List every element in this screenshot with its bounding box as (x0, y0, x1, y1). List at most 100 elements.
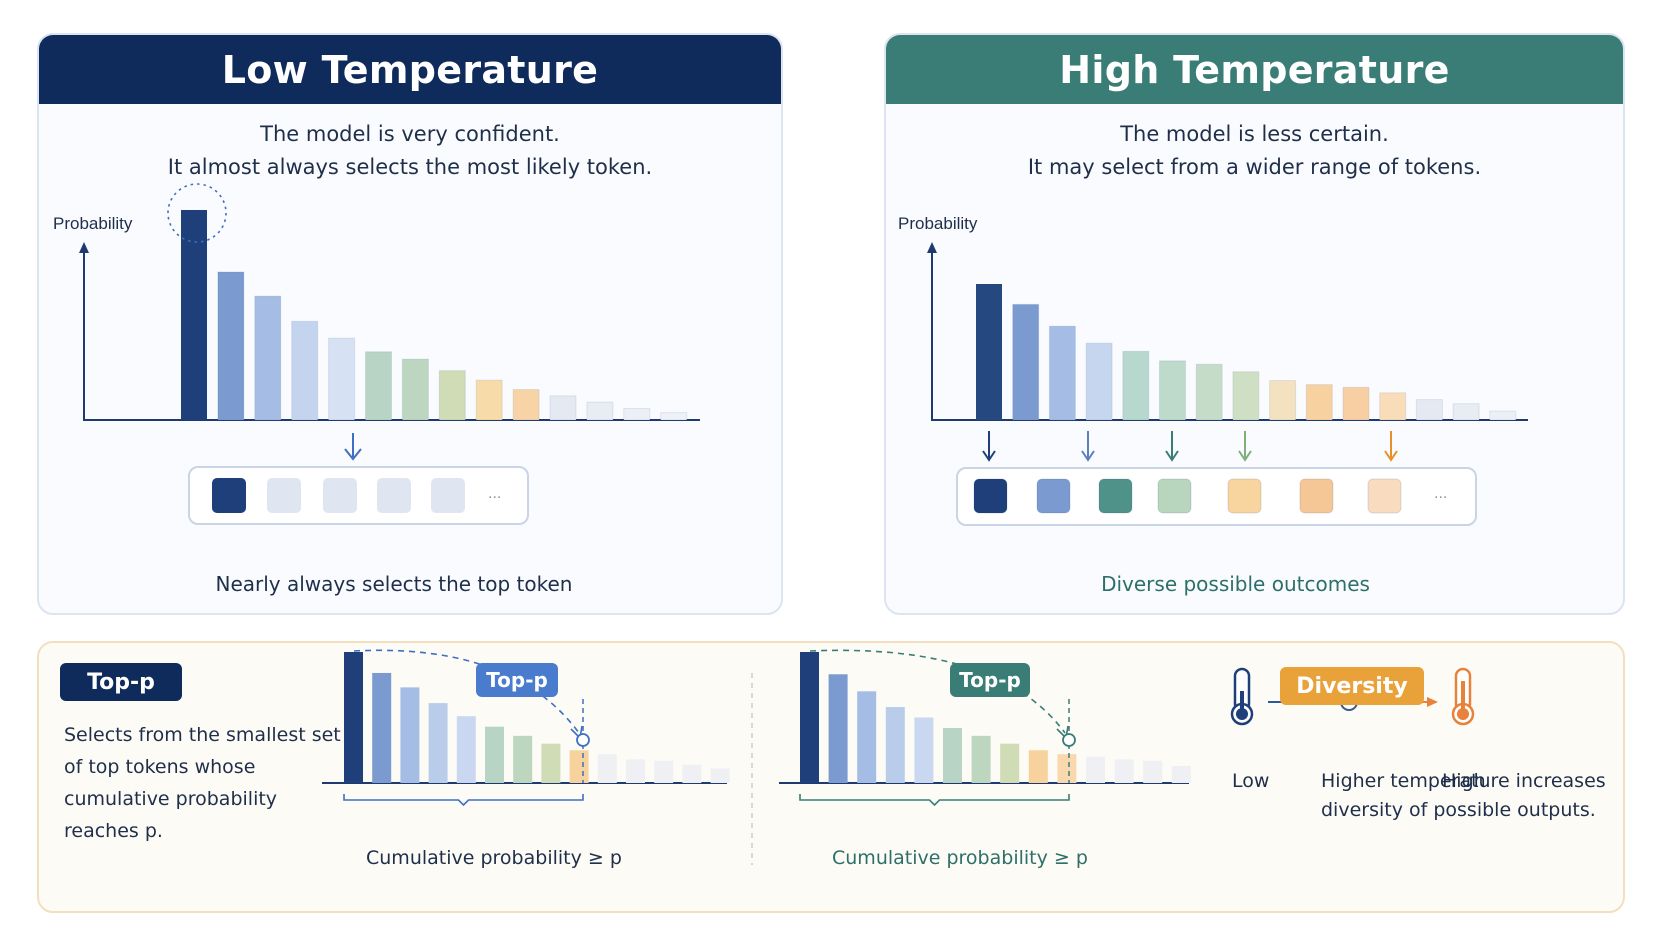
low-selection-arrowhead (344, 448, 362, 461)
top-p-bar (682, 764, 702, 783)
top-p-bar (1114, 759, 1134, 783)
high-temperature-distribution-chart: Probability (898, 214, 1528, 462)
low-distribution-bar (660, 412, 688, 421)
chart-2-top-p-badge: Top-p (950, 663, 1030, 697)
top-p-bar (569, 750, 589, 783)
diversity-badge: Diversity (1280, 667, 1424, 705)
top-p-bar (1000, 743, 1020, 783)
top-p-bar (828, 674, 848, 783)
top-p-bar (626, 759, 645, 783)
diversity-slider-arrowhead (1427, 697, 1438, 707)
low-thermometer-icon (1230, 667, 1254, 726)
top-p-bar (654, 760, 674, 783)
low-distribution-bar (549, 395, 577, 421)
top-p-description: Selects from the smallest set of top tok… (64, 724, 341, 842)
top-p-bar (1028, 750, 1048, 783)
high-token-row: ... (973, 478, 1447, 514)
low-outcome-label: Nearly always selects the top token (215, 572, 573, 596)
low-distribution-bar (217, 271, 245, 421)
high-token-ellipsis: ... (1434, 485, 1447, 502)
high-distribution-bar (1012, 303, 1040, 421)
low-distribution-bar (365, 351, 392, 421)
top-p-bar (400, 687, 420, 783)
high-distribution-bar (1379, 392, 1407, 421)
high-thermometer-icon (1451, 667, 1475, 726)
top-p-and-diversity-panel: Top-p Selects from the smallest set of t… (37, 641, 1625, 913)
top-p-bar (597, 754, 617, 783)
top-p-bar (372, 672, 392, 783)
low-distribution-bar (401, 358, 429, 421)
high-temperature-title: High Temperature (886, 35, 1623, 104)
low-token-square (267, 478, 301, 513)
diversity-description: Higher temperature increases diversity o… (1321, 767, 1621, 825)
low-distribution-bar (512, 389, 540, 421)
top-p-bar (710, 768, 730, 783)
low-distribution-bar (254, 295, 282, 421)
top-p-badge: Top-p (60, 663, 182, 701)
low-token-square (323, 478, 357, 513)
top-p-bar (428, 703, 448, 783)
high-distribution-bar (1122, 350, 1150, 421)
high-token-square (973, 478, 1008, 514)
top-p-bar (1171, 765, 1191, 783)
high-distribution-bar (1269, 380, 1297, 421)
high-distribution-bar (1342, 386, 1370, 421)
diversity-desc-line1: Higher temperature increases (1321, 770, 1606, 792)
high-token-square (1367, 478, 1402, 514)
high-desc-line1: The model is less certain. (1120, 122, 1389, 146)
selection-bracket (343, 794, 584, 807)
low-y-axis-arrowhead (79, 242, 89, 253)
high-temperature-description: The model is less certain. It may select… (886, 118, 1623, 184)
high-outcome-label: Diverse possible outcomes (1101, 572, 1370, 596)
high-distribution-bar (1048, 325, 1076, 421)
high-selection-arrowhead (1165, 450, 1179, 462)
high-y-axis-arrowhead (927, 242, 937, 253)
top-p-chart-2 (779, 649, 1191, 807)
top-p-bar (1143, 760, 1163, 783)
top-p-bar (1086, 756, 1105, 783)
diversity-desc-line2: diversity of possible outputs. (1321, 799, 1596, 821)
top-p-bar (513, 735, 533, 783)
top-p-bar (857, 691, 877, 783)
high-distribution-bar (1305, 384, 1333, 421)
high-distribution-bar (1195, 363, 1223, 421)
top-p-bar (541, 743, 561, 783)
top-p-bar (943, 727, 962, 783)
low-desc-line1: The model is very confident. (260, 122, 560, 146)
top-p-bar (1057, 754, 1077, 783)
top-p-bar (971, 735, 991, 783)
low-temperature-description: The model is very confident. It almost a… (39, 118, 781, 184)
low-distribution-bar (181, 210, 207, 420)
low-temperature-title: Low Temperature (39, 35, 781, 104)
high-selection-arrowhead (1384, 450, 1398, 462)
top-token-highlight-circle (167, 183, 227, 243)
low-distribution-bar (438, 370, 466, 421)
low-token-square (212, 478, 246, 513)
top-p-bar (885, 707, 905, 783)
high-distribution-bar (1489, 410, 1517, 421)
low-token-row: ... (212, 478, 501, 513)
chart-1-caption: Cumulative probability ≥ p (366, 847, 622, 869)
low-token-square (431, 478, 465, 513)
high-token-square (1157, 478, 1192, 514)
chart-2-caption: Cumulative probability ≥ p (832, 847, 1088, 869)
top-p-bar (800, 652, 819, 783)
high-selection-arrowhead (1238, 450, 1252, 462)
high-token-square (1299, 478, 1334, 514)
high-distribution-bar (1159, 360, 1186, 421)
low-temperature-distribution-chart: Probability (53, 183, 700, 461)
low-desc-line2: It almost always selects the most likely… (167, 155, 653, 179)
low-distribution-bar (623, 407, 651, 421)
high-selection-arrowhead (1081, 450, 1095, 462)
high-distribution-bar (976, 284, 1002, 420)
high-distribution-bar (1232, 371, 1260, 421)
high-distribution-bar (1085, 342, 1113, 421)
high-desc-line2: It may select from a wider range of toke… (1027, 155, 1482, 179)
high-temperature-label: High (1442, 770, 1486, 792)
high-token-square (1098, 478, 1133, 514)
chart-1-top-p-badge: Top-p (476, 663, 558, 697)
top-p-chart-1 (322, 649, 730, 807)
high-temperature-panel: High Temperature The model is less certa… (884, 33, 1625, 615)
low-distribution-bar (475, 379, 503, 421)
low-probability-axis-label: Probability (53, 214, 133, 233)
